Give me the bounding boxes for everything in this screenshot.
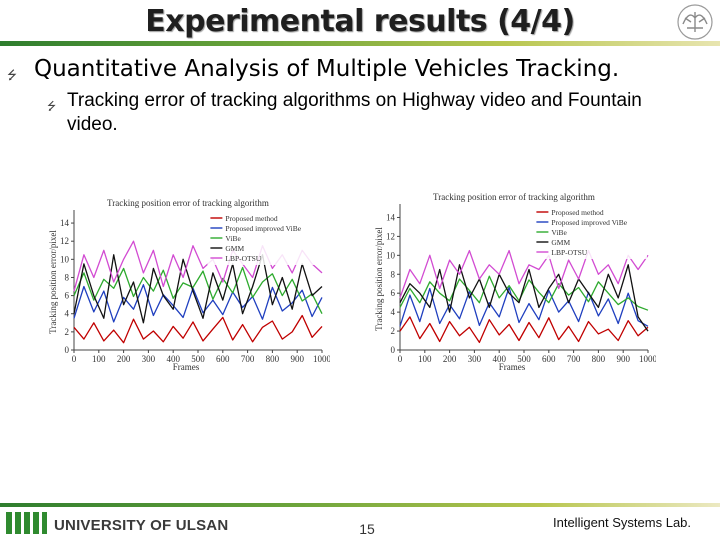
x-axis-label: Frames (173, 362, 200, 372)
chart-highway-video: 0 2 4 6 8 10 12 14 0 100 200 300 400 500 600 700 800 900 1… (48, 196, 332, 372)
series-line-lbp-otsu (399, 249, 649, 299)
x-tick-label: 700 (241, 354, 255, 364)
footer-lab-name: Intelligent Systems Lab. (553, 515, 692, 530)
legend-label: Proposed improved ViBe (225, 224, 301, 233)
y-tick-label: 10 (60, 254, 70, 264)
chart-fountain-svg: 0 2 4 6 8 10 12 14 0 100 200 300 400 500 600 700 800 900 1… (374, 192, 658, 372)
x-tick-label: 100 (92, 354, 106, 364)
x-tick-label: 400 (166, 354, 180, 364)
y-tick-label: 2 (65, 327, 70, 337)
y-tick-label: 14 (386, 212, 396, 222)
bullet-level-1: Quantitative Analysis of Multiple Vehicl… (34, 56, 620, 82)
y-tick-label: 0 (65, 345, 70, 355)
x-tick-label: 200 (443, 354, 457, 364)
legend-label: ViBe (225, 234, 241, 243)
x-tick-label: 600 (216, 354, 230, 364)
chart-title: Tracking position error of tracking algo… (107, 198, 269, 208)
y-axis-label: Tracking position error/pixel (374, 227, 384, 331)
legend-box (533, 205, 647, 259)
x-tick-label: 1000 (639, 354, 656, 364)
bullet-arrow-icon: ⭍ (47, 101, 57, 113)
x-tick-label: 300 (142, 354, 156, 364)
x-tick-label: 0 (398, 354, 403, 364)
legend-label: Proposed method (551, 208, 604, 217)
legend-label: LBP-OTSU (551, 248, 587, 257)
x-tick-label: 300 (468, 354, 482, 364)
legend-label: LBP-OTSU (225, 254, 261, 263)
series-line-proposed-improved-vibe (399, 286, 649, 327)
x-tick-label: 600 (542, 354, 556, 364)
x-tick-label: 100 (418, 354, 432, 364)
y-tick-label: 4 (391, 307, 396, 317)
y-tick-label: 4 (65, 309, 70, 319)
slide-title: Experimental results (4/4) (145, 4, 575, 39)
legend-label: ViBe (551, 228, 567, 237)
x-tick-label: 500 (191, 354, 205, 364)
chart-title: Tracking position error of tracking algo… (433, 192, 595, 202)
x-tick-label: 0 (72, 354, 77, 364)
y-tick-label: 12 (60, 236, 69, 246)
x-tick-label: 400 (492, 354, 506, 364)
series-line-proposed-method (73, 314, 323, 344)
legend-label: GMM (225, 244, 244, 253)
series-line-vibe (73, 266, 323, 314)
legend-box (207, 211, 321, 265)
series-line-gmm (399, 264, 649, 332)
legend-label: Proposed improved ViBe (551, 218, 627, 227)
y-tick-label: 0 (391, 345, 396, 355)
y-tick-label: 8 (391, 269, 396, 279)
y-tick-label: 6 (391, 288, 396, 298)
y-tick-label: 14 (60, 218, 70, 228)
series-line-gmm (73, 254, 323, 324)
y-tick-label: 2 (391, 326, 396, 336)
chart-highway-svg: 0 2 4 6 8 10 12 14 0 100 200 300 400 500 600 700 800 900 1… (48, 198, 332, 372)
series-line-vibe (399, 275, 649, 311)
footer-divider (0, 503, 720, 507)
x-tick-label: 900 (290, 354, 304, 364)
y-tick-label: 10 (386, 250, 396, 260)
y-tick-label: 8 (65, 272, 70, 282)
y-tick-label: 12 (386, 231, 395, 241)
x-tick-label: 700 (567, 354, 581, 364)
university-emblem-logo (677, 4, 713, 40)
x-tick-label: 200 (117, 354, 131, 364)
footer-university-name: UNIVERSITY OF ULSAN (54, 517, 229, 534)
x-tick-label: 800 (592, 354, 606, 364)
university-stripes-logo (6, 512, 47, 534)
series-line-proposed-improved-vibe (73, 284, 323, 323)
x-tick-label: 1000 (313, 354, 330, 364)
x-tick-label: 900 (616, 354, 630, 364)
bullet-level-2: Tracking error of tracking algorithms on… (67, 90, 642, 135)
y-axis-label: Tracking position error/pixel (48, 230, 58, 334)
legend-label: Proposed method (225, 214, 278, 223)
y-tick-label: 6 (65, 291, 70, 301)
series-line-proposed-method (399, 316, 649, 344)
x-axis-label: Frames (499, 362, 526, 372)
page-number: 15 (359, 521, 375, 537)
chart-fountain-video: 0 2 4 6 8 10 12 14 0 100 200 300 400 500 600 700 800 900 1… (374, 190, 658, 372)
x-tick-label: 500 (517, 354, 531, 364)
legend-label: GMM (551, 238, 570, 247)
title-divider (0, 41, 720, 46)
x-tick-label: 800 (266, 354, 280, 364)
bullet-arrow-icon: ⭍ (7, 68, 17, 82)
